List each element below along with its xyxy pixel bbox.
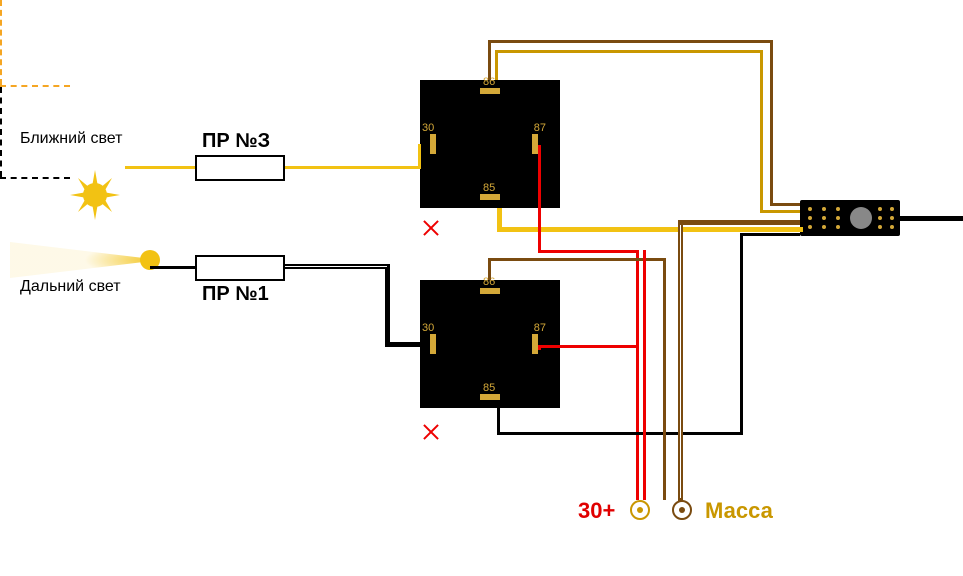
fuse1-label: ПР №1 — [202, 283, 269, 306]
terminal-mass — [672, 500, 692, 520]
wire-red-main-down — [636, 250, 639, 500]
terminal-30-label: 30+ — [578, 498, 615, 524]
wire-brown-r2-86 — [488, 258, 491, 280]
wire-black-to-switch — [740, 233, 800, 236]
wire-gold-down — [760, 50, 763, 210]
wire-black-bottom — [497, 432, 740, 435]
x-mark-2 — [420, 422, 440, 442]
wire-brown-to-switch — [770, 203, 800, 206]
x-mark-1 — [420, 218, 440, 238]
wire-red-r1-join — [538, 250, 638, 253]
wire-brown-r1-86 — [488, 40, 491, 80]
wire-red-r2-87v — [538, 345, 541, 350]
wire-red-r2-87 — [538, 345, 638, 348]
terminal-mass-label: Масса — [705, 498, 773, 524]
wire-gold-top — [495, 50, 763, 53]
wire-yellow-2b — [418, 144, 421, 169]
high-beam-icon — [10, 240, 160, 285]
low-beam-label: Ближний свет — [20, 130, 122, 148]
fuse-3 — [195, 155, 285, 181]
wire-yellow-1 — [125, 166, 195, 169]
wire-dash-yellow-1 — [0, 0, 2, 85]
terminal-30plus — [630, 500, 650, 520]
wire-brown-mass-gap — [680, 225, 681, 498]
switch-lead — [900, 216, 963, 221]
wire-black-r2-85 — [497, 408, 500, 435]
wire-black-f1-r2b — [385, 264, 390, 346]
wire-black-hb-fuse — [150, 266, 195, 269]
wire-brown-mass-top — [678, 220, 800, 225]
fuse-1 — [195, 255, 285, 281]
relay-2: 86 85 30 87 — [420, 280, 560, 408]
wire-dash-black — [0, 87, 2, 177]
wire-gold-r1 — [495, 50, 498, 80]
wire-black-up-switch — [740, 233, 743, 435]
wire-yellow-main-h — [497, 227, 803, 232]
switch — [800, 200, 900, 236]
fuse3-label: ПР №З — [202, 130, 270, 153]
low-beam-icon — [60, 165, 130, 230]
wire-brown-r2-down — [663, 258, 666, 500]
wire-red-r1-87 — [538, 145, 541, 250]
wire-black-gap1 — [285, 266, 387, 267]
wire-red-sec — [643, 250, 646, 500]
wire-brown-top — [488, 40, 773, 43]
wire-dash-yellow-1b — [0, 85, 70, 87]
wire-gold-to-switch — [760, 210, 800, 213]
wire-brown-down — [770, 40, 773, 203]
wire-yellow-2 — [285, 166, 420, 169]
wire-black-f1-r2c — [385, 342, 420, 347]
wire-brown-r2-h — [488, 258, 666, 261]
